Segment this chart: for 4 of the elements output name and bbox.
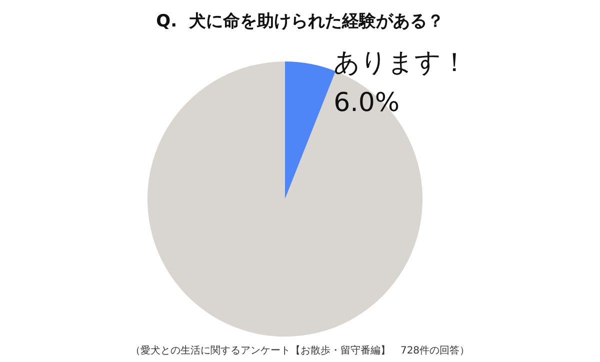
- slice-label: あります！: [334, 48, 468, 78]
- chart-title: Q. 犬に命を助けられた経験がある？: [156, 12, 444, 32]
- data-label: 6.0%: [334, 88, 400, 118]
- text: （愛犬との生活に関するアンケート【お散歩・留守番編】 728件の回答）: [130, 344, 470, 356]
